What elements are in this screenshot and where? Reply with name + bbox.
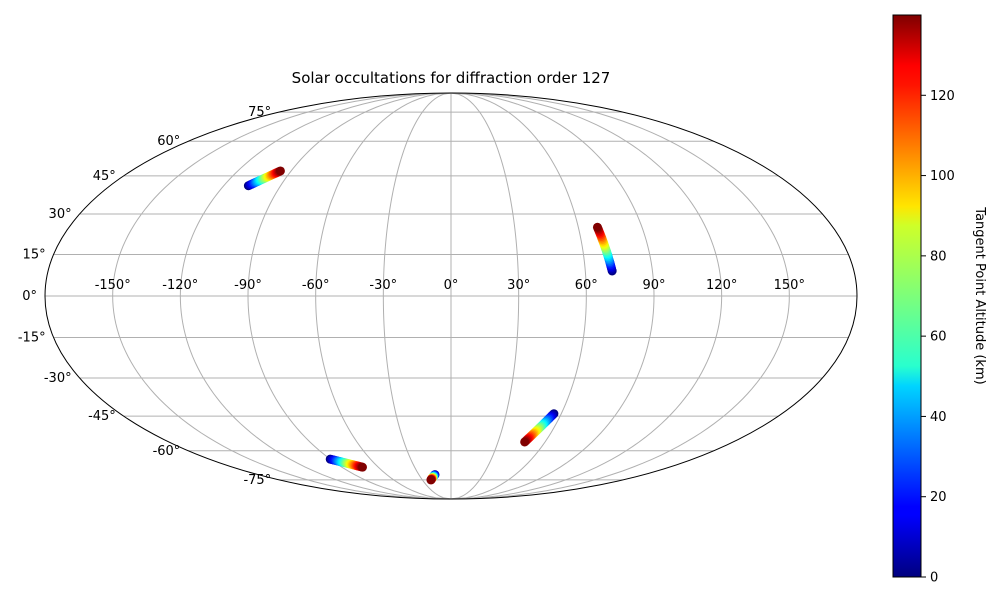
data-point [592, 222, 602, 232]
latitude-tick-label: 30° [49, 207, 72, 222]
latitude-tick-label: 60° [157, 134, 180, 149]
colorbar-ticks: 0 20 40 60 80 100 120 [921, 89, 955, 586]
colorbar-tick-label: 120 [930, 89, 955, 104]
latitude-tick-labels: -75° -60° -45° -30° -15° 0° 15° 30° 45° 60° 75° [18, 105, 271, 488]
latitude-tick-label: 75° [248, 105, 271, 120]
colorbar-tick-label: 0 [930, 571, 938, 586]
colorbar-tick-label: 80 [930, 249, 947, 264]
latitude-tick-label: 45° [93, 169, 116, 184]
colorbar-tick-label: 60 [930, 330, 947, 345]
longitude-tick-label: 90° [642, 278, 665, 293]
latitude-tick-label: -60° [153, 444, 181, 459]
latitude-tick-label: 0° [22, 289, 37, 304]
data-point [426, 475, 436, 485]
colorbar-tick-label: 20 [930, 490, 947, 505]
longitude-tick-label: 150° [774, 278, 805, 293]
map-boundary [44, 92, 858, 500]
longitude-tick-label: 60° [575, 278, 598, 293]
chart-title: Solar occultations for diffraction order… [292, 69, 611, 87]
longitude-tick-label: 120° [706, 278, 737, 293]
occultation-track [592, 222, 617, 276]
graticule [45, 93, 857, 499]
colorbar-gradient [892, 14, 922, 578]
occultation-track [520, 409, 559, 447]
longitude-tick-label: -60° [302, 278, 330, 293]
longitude-tick-label: 0° [444, 278, 459, 293]
occultation-track [426, 470, 440, 485]
longitude-tick-label: 30° [507, 278, 530, 293]
data-point [520, 437, 530, 447]
latitude-tick-label: 15° [23, 247, 46, 262]
occultation-track [243, 166, 285, 191]
longitude-tick-label: -90° [234, 278, 262, 293]
longitude-tick-label: -120° [162, 278, 198, 293]
latitude-tick-label: -75° [243, 473, 271, 488]
data-point [357, 462, 367, 472]
latitude-tick-label: -45° [88, 409, 116, 424]
occultation-track [325, 454, 367, 472]
colorbar: 0 20 40 60 80 100 120 Tangent Point Altitude (… [892, 14, 987, 586]
colorbar-label: Tangent Point Altitude (km) [972, 206, 987, 384]
colorbar-tick-label: 40 [930, 410, 947, 425]
longitude-tick-labels: -150° -120° -90° -60° -30° 0° 30° 60° 90° 120° 150… [95, 278, 805, 293]
data-point [275, 166, 285, 176]
scatter-points [243, 166, 617, 485]
latitude-tick-label: -30° [44, 371, 72, 386]
longitude-tick-label: -150° [95, 278, 131, 293]
longitude-tick-label: -30° [369, 278, 397, 293]
colorbar-tick-label: 100 [930, 169, 955, 184]
latitude-tick-label: -15° [18, 331, 46, 346]
